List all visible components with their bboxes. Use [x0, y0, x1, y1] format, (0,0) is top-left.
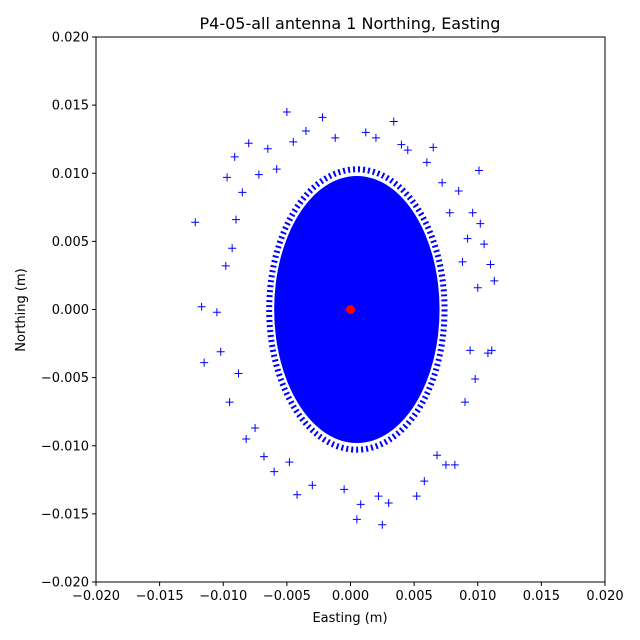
- plus-marker: [486, 260, 495, 269]
- x-tick-label: −0.010: [199, 589, 247, 604]
- plus-marker: [476, 219, 485, 228]
- plus-marker: [429, 143, 438, 152]
- x-tick-label: −0.015: [136, 589, 184, 604]
- plus-marker: [371, 133, 380, 142]
- x-tick-label: 0.000: [332, 589, 369, 604]
- plus-marker: [200, 358, 209, 367]
- y-tick-label: −0.005: [41, 371, 89, 386]
- plus-marker: [331, 133, 340, 142]
- plus-marker: [242, 434, 251, 443]
- y-tick-label: −0.015: [41, 507, 89, 522]
- plot-frame: [95, 36, 606, 583]
- plus-marker: [238, 188, 247, 197]
- plus-marker: [221, 261, 230, 270]
- plus-marker: [244, 139, 253, 148]
- x-tick-label: −0.005: [263, 589, 311, 604]
- data-points: [191, 107, 499, 529]
- plus-marker: [223, 173, 232, 182]
- plus-marker: [254, 170, 263, 179]
- plus-marker: [420, 477, 429, 486]
- plus-marker: [461, 398, 470, 407]
- x-tick-label: 0.020: [586, 589, 623, 604]
- plus-marker: [389, 117, 398, 126]
- y-tick-label: 0.020: [52, 31, 89, 46]
- plus-marker: [445, 208, 454, 217]
- chart-title: P4-05-all antenna 1 Northing, Easting: [200, 14, 501, 33]
- plus-marker: [441, 460, 450, 469]
- plus-marker: [454, 186, 463, 195]
- plus-marker: [234, 369, 243, 378]
- plus-marker: [438, 178, 447, 187]
- plus-marker: [487, 346, 496, 355]
- point-cloud-fringe: [266, 166, 448, 453]
- plus-marker: [251, 424, 260, 433]
- plus-marker: [458, 257, 467, 266]
- plus-marker: [272, 165, 281, 174]
- plus-marker: [285, 458, 294, 467]
- y-tick-label: −0.020: [41, 576, 89, 591]
- plus-marker: [361, 128, 370, 137]
- plus-marker: [225, 398, 234, 407]
- x-axis-label: Easting (m): [312, 611, 387, 626]
- y-tick-label: 0.010: [52, 167, 89, 182]
- plus-marker: [301, 127, 310, 136]
- plus-marker: [374, 492, 383, 501]
- x-tick-label: 0.005: [396, 589, 433, 604]
- y-tick-label: 0.000: [52, 303, 89, 318]
- y-tick-label: −0.010: [41, 439, 89, 454]
- plus-marker: [473, 283, 482, 292]
- plus-marker: [466, 346, 475, 355]
- plus-marker: [231, 215, 240, 224]
- plus-marker: [293, 490, 302, 499]
- axis-ticks: −0.020 −0.015 −0.010 −0.005 0.000 0.005 0.010 0…: [41, 31, 624, 605]
- plus-marker: [212, 308, 221, 317]
- x-tick-label: 0.010: [459, 589, 496, 604]
- plus-marker: [468, 208, 477, 217]
- plus-marker: [228, 244, 237, 253]
- x-tick-label: −0.020: [72, 589, 120, 604]
- plus-marker: [282, 107, 291, 116]
- plus-marker: [191, 218, 200, 227]
- plus-marker: [216, 347, 225, 356]
- plus-marker: [230, 152, 239, 161]
- plus-marker: [378, 520, 387, 529]
- plus-marker: [356, 500, 365, 509]
- y-axis-label: Northing (m): [14, 268, 29, 351]
- plus-marker: [422, 158, 431, 167]
- plus-marker: [450, 460, 459, 469]
- plus-marker: [433, 451, 442, 460]
- plus-marker: [490, 276, 499, 285]
- plus-marker: [318, 113, 327, 122]
- plus-marker: [259, 452, 268, 461]
- plus-marker: [340, 485, 349, 494]
- point-cloud-core-ellipse: [274, 175, 440, 444]
- plus-marker: [289, 137, 298, 146]
- plus-marker: [471, 374, 480, 383]
- point-cloud-core: [266, 166, 448, 453]
- plus-marker: [475, 166, 484, 175]
- plus-marker: [352, 515, 361, 524]
- plus-marker: [397, 140, 406, 149]
- plus-marker: [463, 234, 472, 243]
- mean-position-marker: [346, 305, 355, 314]
- plus-marker: [308, 481, 317, 490]
- plus-marker: [403, 146, 412, 155]
- plus-marker: [263, 144, 272, 153]
- y-tick-label: 0.005: [52, 235, 89, 250]
- y-tick-label: 0.015: [52, 99, 89, 114]
- plus-marker: [270, 467, 279, 476]
- plus-marker: [480, 240, 489, 249]
- plus-marker: [384, 498, 393, 507]
- plus-marker: [197, 302, 206, 311]
- x-tick-label: 0.015: [523, 589, 560, 604]
- plus-marker: [412, 492, 421, 501]
